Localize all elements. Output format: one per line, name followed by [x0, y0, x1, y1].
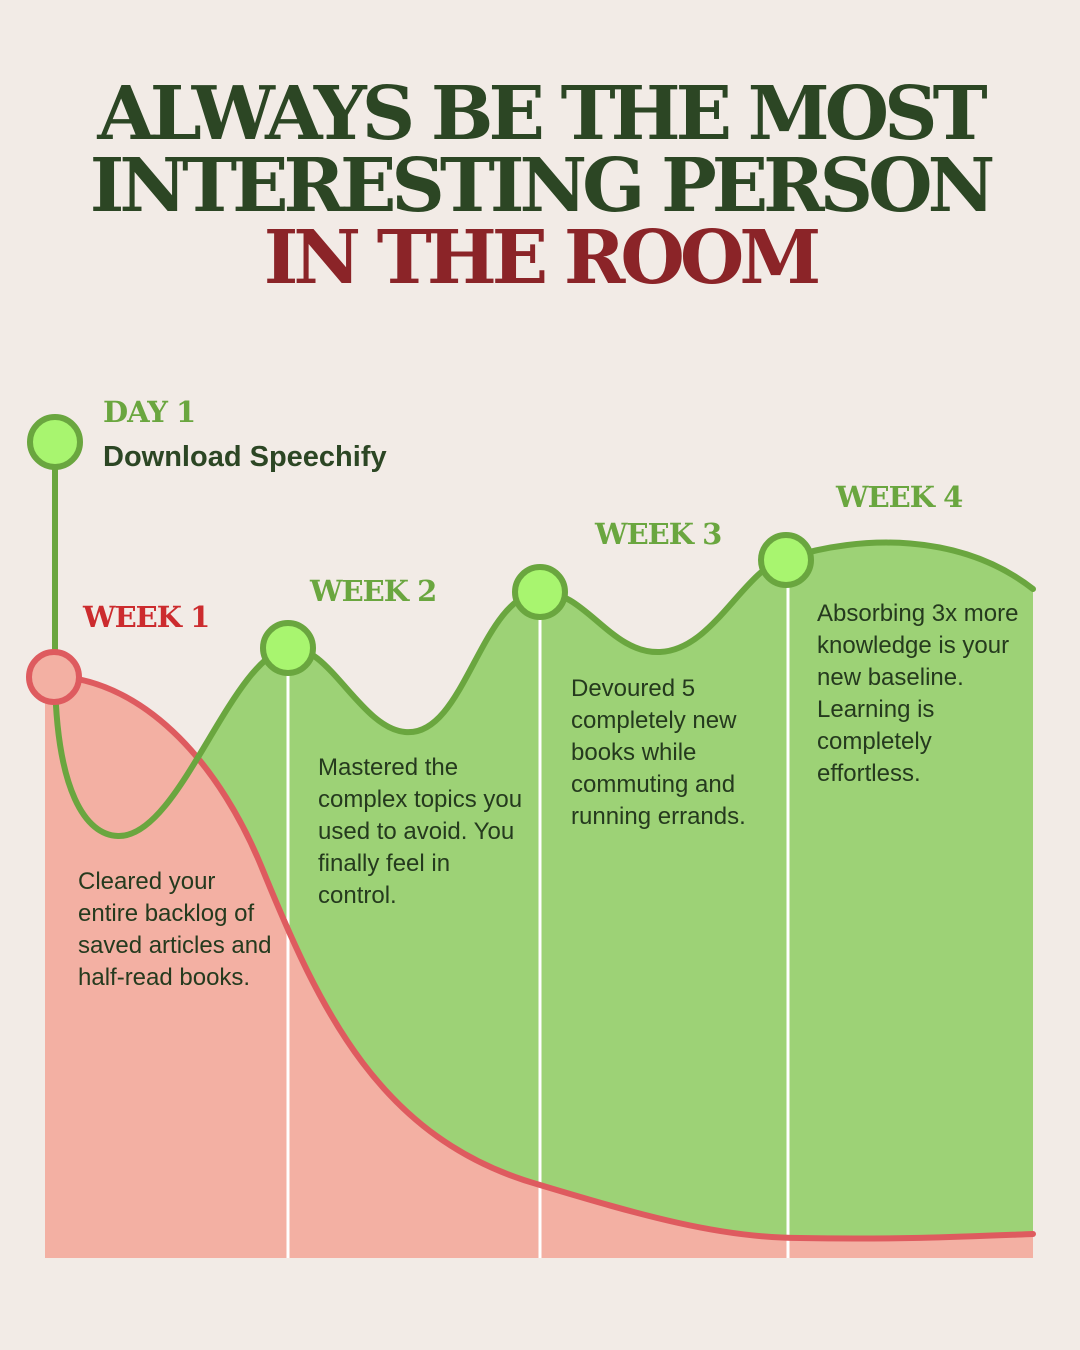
headline-line-2: INTERESTING PERSON — [89, 143, 995, 229]
week-dividers — [286, 560, 790, 1258]
curve-nodes — [26, 414, 814, 705]
headline: ALWAYS BE THE MOST INTERESTING PERSON IN… — [0, 71, 1080, 301]
node-week-2 — [260, 620, 316, 676]
week-1-description: Cleared your entire backlog of saved art… — [78, 868, 272, 991]
week-3-description: Devoured 5 completely new books while co… — [571, 675, 746, 830]
week-4-description: Absorbing 3x more knowledge is your new … — [817, 600, 1019, 787]
headline-line-3: IN THE ROOM — [263, 215, 822, 301]
red-area — [45, 676, 1033, 1258]
week-2-label: WEEK 2 — [310, 574, 437, 608]
week-4-label: WEEK 4 — [836, 480, 963, 514]
week-3-label: WEEK 3 — [595, 517, 722, 551]
day-1-action: Download Speechify — [103, 441, 387, 473]
week-1-label: WEEK 1 — [83, 600, 210, 634]
node-week-1 — [26, 649, 82, 705]
red-decline-line — [52, 673, 1036, 1242]
node-week-3 — [512, 564, 568, 620]
node-day-1 — [27, 414, 83, 470]
week-2-description: Mastered the complex topics you used to … — [318, 754, 523, 909]
headline-line-1: ALWAYS BE THE MOST — [97, 71, 987, 157]
node-week-4 — [758, 532, 814, 588]
day-1-label: DAY 1 — [103, 395, 196, 429]
